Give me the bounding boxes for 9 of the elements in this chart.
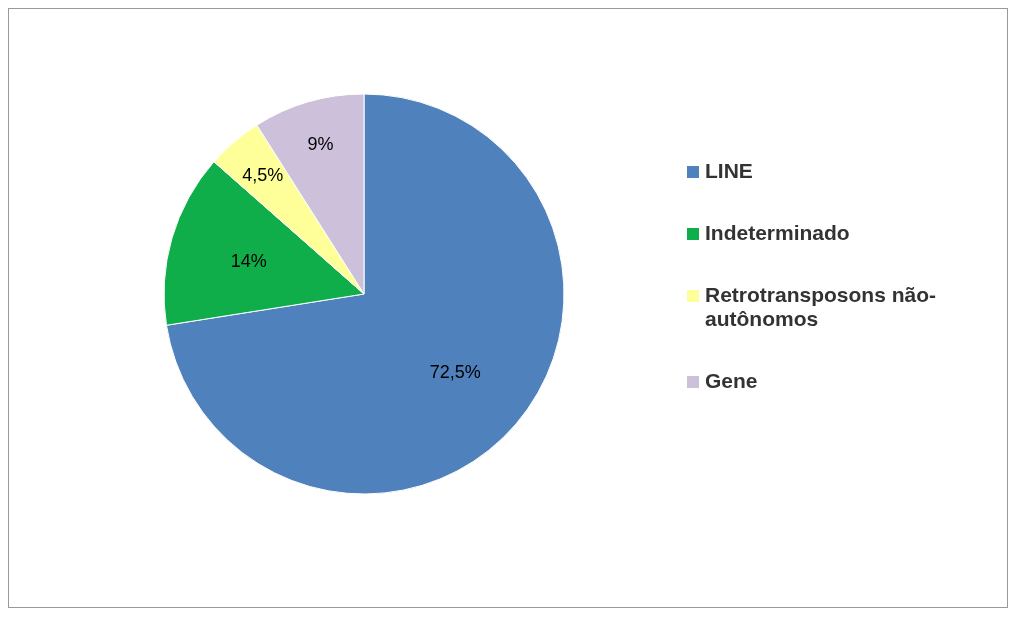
data-label: 9% bbox=[307, 134, 334, 155]
legend-label: LINE bbox=[705, 159, 753, 183]
legend-label: Indeterminado bbox=[705, 221, 850, 245]
pie-slice bbox=[165, 93, 565, 495]
data-label: 14% bbox=[230, 250, 267, 271]
legend-label: Gene bbox=[705, 369, 758, 393]
legend-label: Retrotransposons não-autônomos bbox=[705, 283, 938, 331]
data-label: 72,5% bbox=[429, 361, 481, 382]
data-label: 4,5% bbox=[242, 165, 284, 186]
